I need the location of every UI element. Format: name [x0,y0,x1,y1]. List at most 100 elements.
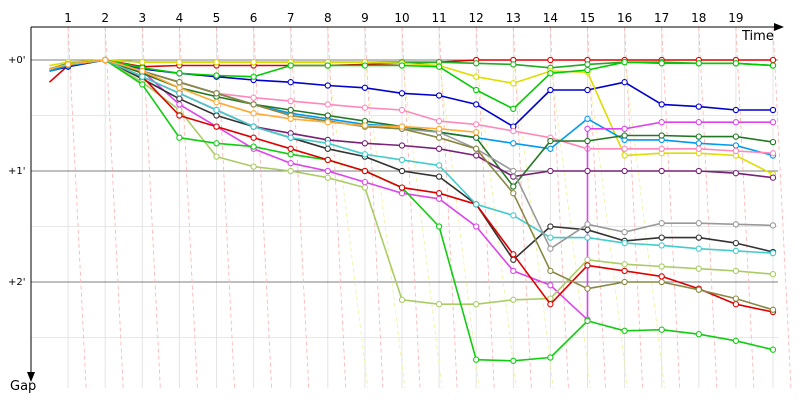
data-point [769,56,777,64]
data-point [510,190,517,197]
y-tick-label: +1' [8,166,26,177]
data-point [435,190,443,197]
data-point [584,61,591,68]
y-axis-title: Gap [10,379,36,394]
data-point [658,119,665,126]
data-point [250,94,257,101]
lap-guide-line [327,26,347,389]
data-point [695,245,702,252]
data-point [732,337,740,344]
data-point [213,106,220,114]
data-point [473,86,480,94]
data-point [473,134,480,141]
data-point [398,123,406,130]
lap-guide-line [438,26,458,389]
data-point [547,245,554,252]
data-point [732,147,740,155]
data-point [361,178,369,186]
axis-layer: Time Gap [10,23,784,394]
data-point [398,142,406,149]
data-point [213,112,220,119]
lap-guide-line [67,26,87,389]
data-point [510,357,517,364]
data-point [213,72,220,79]
data-point [769,271,777,278]
data-point [584,221,591,228]
data-point [769,119,777,126]
y-tick-label: +2' [8,277,26,288]
data-point [287,79,294,86]
data-point [695,331,702,338]
data-point [621,125,628,132]
data-point [621,228,628,236]
data-point [547,234,554,241]
data-point [435,125,443,132]
data-point [287,151,294,158]
lap-guide-line [401,26,421,389]
data-point [473,301,480,308]
data-point [473,152,480,159]
data-point [287,62,294,69]
data-point [176,79,183,86]
series-9 [49,56,777,190]
data-point [435,134,443,141]
lap-guide-line-alt [401,59,443,389]
data-point [213,123,220,130]
data-point [547,354,554,361]
lap-guide-line [587,26,606,389]
data-point [398,90,406,97]
lap-guide-line-alt [624,59,665,389]
series-14 [49,56,777,316]
lap-guide-line [104,26,124,389]
data-point [732,301,740,308]
data-point [695,234,702,241]
x-tick-label: 13 [506,11,521,25]
data-point [695,140,702,147]
data-point [398,106,406,114]
data-point [621,59,628,66]
data-point [361,184,369,191]
data-point [473,201,480,208]
lap-guide-line [512,26,532,389]
data-point [287,115,294,122]
data-point [769,346,777,353]
data-point [584,317,591,325]
data-point [695,145,702,152]
data-point [584,256,591,263]
data-point [510,61,517,68]
x-tick-label: 4 [176,11,184,25]
lap-guide-line [290,26,310,389]
data-point [769,222,777,229]
data-point [139,73,146,80]
data-point [473,73,480,80]
data-point [473,223,480,230]
lap-guide-line [179,26,198,389]
data-point [658,234,665,241]
data-point [324,119,331,126]
data-point [324,62,331,69]
data-point [176,95,183,102]
x-tick-label: 9 [361,11,369,25]
data-point [435,195,443,202]
data-point [658,145,665,152]
x-tick-label: 8 [324,11,332,25]
x-axis-arrow-icon [774,23,784,31]
data-point [732,295,740,302]
data-point [176,59,183,66]
data-point [732,239,740,247]
data-point [658,242,665,249]
data-point [769,150,777,157]
data-point [658,263,665,270]
x-tick-label: 15 [580,11,595,25]
data-point [176,84,183,91]
data-point [510,267,517,275]
data-point [324,167,331,175]
data-point [547,70,554,77]
data-point [213,59,220,66]
data-point [361,151,369,158]
lap-guide-line-alt [550,59,591,389]
data-point [176,134,183,141]
series-layer [48,56,777,364]
lap-guide-line-alt [512,59,554,389]
